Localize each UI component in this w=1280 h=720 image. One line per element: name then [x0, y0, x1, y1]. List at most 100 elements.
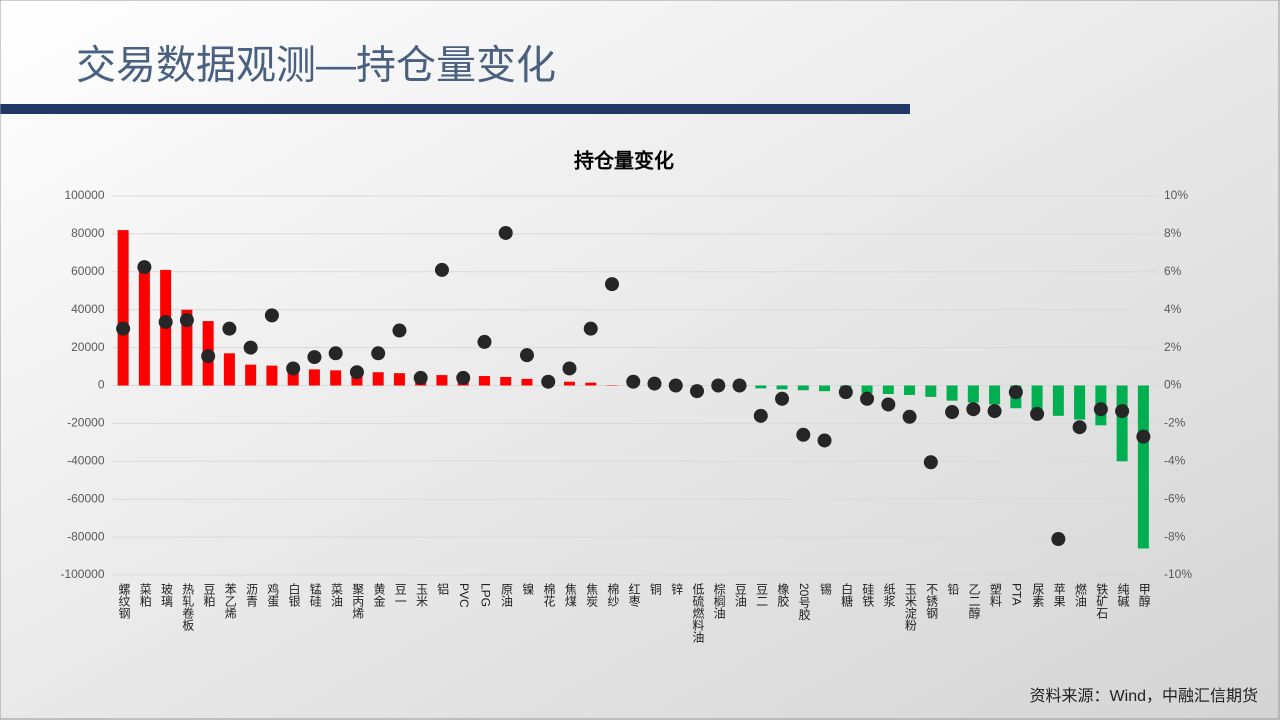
dot	[1072, 420, 1087, 435]
dot	[753, 408, 768, 423]
y2-tick-label: -8%	[1164, 529, 1186, 543]
dot	[349, 365, 364, 380]
x-tick-label: 白糖	[840, 582, 854, 608]
dot	[1051, 531, 1066, 546]
dot	[796, 427, 811, 442]
bar	[989, 385, 1001, 405]
x-tick-label: 玻璃	[159, 583, 173, 608]
chart-title: 持仓量变化	[574, 148, 674, 172]
bar	[1074, 385, 1086, 420]
dot	[137, 260, 152, 275]
y-tick-label: -20000	[67, 416, 105, 430]
x-tick-label: 白银	[287, 582, 301, 607]
y-tick-label: 40000	[71, 302, 105, 316]
dot	[371, 346, 386, 361]
x-tick-label: 低硫燃料油	[691, 583, 705, 643]
dot	[243, 340, 258, 355]
bar	[436, 375, 448, 386]
source: 资料来源：Wind，中融汇信期货	[1030, 687, 1258, 705]
dot	[1115, 404, 1130, 419]
dot	[286, 361, 301, 376]
bar	[797, 385, 809, 391]
x-tick-label: 豆油	[733, 583, 747, 607]
x-tick-label: 镍	[521, 583, 535, 595]
dot	[328, 346, 343, 361]
y-tick-label: -80000	[67, 529, 105, 543]
x-tick-label: 铝	[436, 582, 450, 595]
x-tick-label: 橡胶	[776, 583, 790, 608]
x-tick-label: 尿素	[1031, 583, 1045, 607]
dot	[881, 397, 896, 412]
y-tick-label: 100000	[64, 188, 104, 202]
y2-tick-label: -4%	[1164, 453, 1186, 467]
bar	[223, 353, 235, 386]
dot	[498, 225, 513, 240]
bar	[372, 372, 384, 386]
dot	[434, 262, 449, 277]
dot	[775, 391, 790, 406]
x-tick-label: 锡	[818, 582, 832, 596]
bar	[1052, 385, 1064, 416]
y-tick-label: 60000	[71, 264, 105, 278]
dot	[923, 455, 938, 470]
bar	[245, 364, 257, 386]
x-tick-label: LPG	[478, 583, 492, 607]
y-tick-label: -40000	[67, 453, 105, 467]
x-tick-label: 铁矿石	[1095, 583, 1109, 619]
bar	[393, 373, 405, 386]
bar	[138, 268, 150, 386]
dot	[201, 349, 216, 364]
x-tick-label: 焦炭	[585, 583, 599, 608]
x-tick-label: 豆粕	[202, 583, 216, 607]
x-tick-label: 燃油	[1073, 582, 1087, 607]
x-tick-label: 豆二	[755, 583, 769, 607]
bar	[1137, 385, 1149, 549]
bar	[585, 382, 597, 386]
dot	[456, 370, 471, 385]
bar	[776, 385, 788, 390]
x-tick-label: 纸浆	[882, 583, 896, 607]
y2-tick-label: 8%	[1164, 226, 1182, 240]
x-tick-label: PTA	[1010, 583, 1024, 605]
x-tick-label: 乙二醇	[967, 583, 981, 619]
bar	[882, 385, 894, 395]
x-tick-label: 沥青	[244, 583, 258, 608]
dot	[945, 405, 960, 420]
dot	[307, 350, 322, 365]
x-tick-label: 螺纹钢	[117, 583, 131, 619]
bar	[946, 385, 958, 401]
dot	[838, 385, 853, 400]
dot	[732, 378, 747, 393]
dot	[222, 321, 237, 336]
dot	[668, 378, 683, 393]
y2-tick-label: 10%	[1164, 188, 1188, 202]
bar	[563, 381, 575, 386]
dot	[1136, 429, 1151, 444]
dot	[179, 313, 194, 328]
y2-tick-label: 0%	[1164, 378, 1182, 392]
bar	[308, 369, 320, 386]
bar	[819, 385, 831, 392]
y-tick-label: 80000	[71, 226, 105, 240]
x-tick-label: 红枣	[627, 582, 641, 608]
x-tick-label: 纯碱	[1116, 583, 1130, 608]
dot	[116, 321, 131, 336]
x-tick-label: PVC	[457, 583, 471, 608]
bar	[266, 365, 278, 386]
dot	[817, 433, 832, 448]
x-tick-label: 苹果	[1052, 583, 1066, 607]
dot	[392, 323, 407, 338]
x-tick-label: 豆一	[393, 583, 407, 607]
bar	[287, 369, 299, 386]
x-tick-label: 锌	[670, 583, 684, 595]
x-tick-label: 硅铁	[861, 583, 875, 607]
bar	[181, 309, 193, 386]
bar	[521, 378, 533, 386]
bar	[1116, 385, 1128, 462]
y2-tick-label: -6%	[1164, 491, 1186, 505]
x-tick-label: 聚丙烯	[351, 583, 365, 619]
dot	[158, 315, 173, 330]
dot	[1093, 402, 1108, 417]
y2-tick-label: -2%	[1164, 416, 1186, 430]
